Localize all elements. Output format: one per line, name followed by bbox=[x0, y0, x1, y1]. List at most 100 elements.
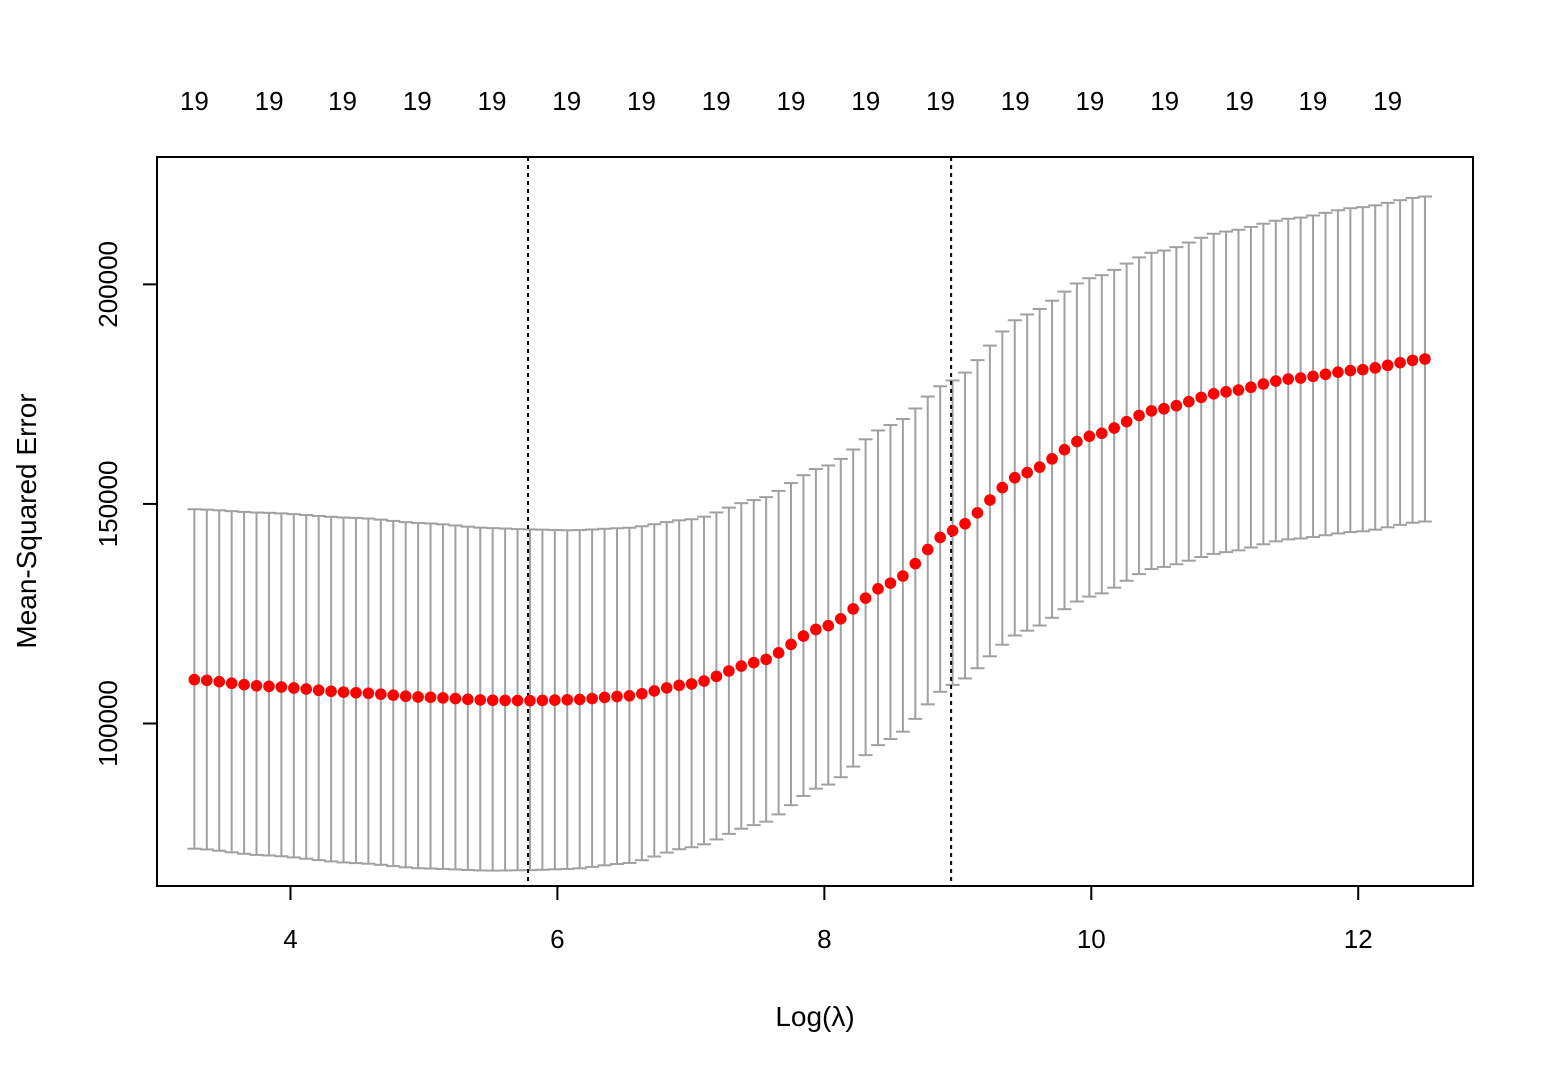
top-count-label: 19 bbox=[777, 86, 806, 116]
cv-point bbox=[1232, 384, 1245, 396]
cv-point bbox=[437, 692, 449, 704]
top-count-label: 19 bbox=[1298, 86, 1327, 116]
cv-points-group bbox=[188, 353, 1431, 707]
cv-point bbox=[685, 678, 698, 690]
cv-point bbox=[735, 660, 748, 672]
cv-point bbox=[1071, 435, 1083, 448]
cv-point bbox=[1108, 422, 1120, 434]
top-count-label: 19 bbox=[1075, 86, 1104, 116]
cv-point bbox=[872, 583, 884, 595]
cv-point bbox=[660, 682, 673, 694]
cv-point bbox=[375, 688, 387, 700]
cv-point bbox=[921, 543, 934, 556]
cv-point bbox=[1195, 391, 1208, 404]
x-axis: 4 6 8 10 12 bbox=[283, 885, 1373, 954]
top-count-label: 19 bbox=[180, 86, 209, 116]
cv-point bbox=[1332, 366, 1344, 378]
y-tick-label: 100000 bbox=[93, 680, 123, 767]
cv-point bbox=[760, 653, 772, 666]
x-tick-label: 6 bbox=[550, 924, 564, 954]
cv-point bbox=[747, 656, 760, 669]
cv-point bbox=[1344, 364, 1357, 377]
cv-point bbox=[350, 686, 362, 699]
cv-point bbox=[1120, 415, 1133, 428]
cv-point bbox=[934, 531, 946, 544]
cv-point bbox=[387, 689, 400, 702]
cv-point bbox=[847, 603, 859, 615]
cv-point bbox=[362, 687, 375, 700]
top-count-label: 19 bbox=[552, 86, 581, 116]
cv-point bbox=[549, 694, 561, 706]
y-tick-label: 200000 bbox=[93, 241, 123, 328]
cv-point bbox=[797, 630, 810, 642]
top-count-label: 19 bbox=[702, 86, 731, 116]
cv-point bbox=[822, 619, 835, 632]
cv-point bbox=[834, 613, 847, 625]
cv-point bbox=[325, 685, 337, 698]
cv-point bbox=[213, 675, 226, 688]
top-count-label: 19 bbox=[1373, 86, 1402, 116]
y-tick-label: 150000 bbox=[93, 461, 123, 548]
cv-point bbox=[1406, 354, 1419, 367]
cv-point bbox=[1307, 370, 1319, 383]
top-count-label: 19 bbox=[627, 86, 656, 116]
cv-point bbox=[1021, 466, 1033, 479]
cv-point bbox=[412, 691, 424, 703]
cv-point bbox=[1182, 395, 1195, 408]
cv-point bbox=[1294, 372, 1307, 384]
cv-point bbox=[1046, 453, 1058, 465]
cv-point bbox=[598, 691, 611, 704]
x-tick-label: 10 bbox=[1077, 924, 1106, 954]
cv-point bbox=[810, 623, 822, 636]
cv-point bbox=[1245, 381, 1257, 394]
top-count-label: 19 bbox=[851, 86, 880, 116]
cv-point bbox=[1095, 427, 1108, 440]
cv-point bbox=[1282, 373, 1295, 385]
cv-point bbox=[573, 693, 586, 706]
top-count-label: 19 bbox=[1150, 86, 1179, 116]
top-count-label: 19 bbox=[1001, 86, 1030, 116]
cv-point bbox=[474, 694, 487, 706]
cv-point bbox=[1170, 399, 1183, 412]
cv-point bbox=[611, 690, 623, 703]
cv-point bbox=[859, 592, 872, 604]
cv-point bbox=[312, 684, 325, 697]
error-bars-group bbox=[187, 195, 1432, 872]
cv-point bbox=[884, 577, 897, 589]
x-tick-label: 4 bbox=[283, 924, 297, 954]
cv-point bbox=[996, 481, 1009, 494]
y-axis-title: Mean-Squared Error bbox=[11, 393, 42, 648]
cv-point bbox=[636, 687, 648, 700]
cv-point bbox=[263, 680, 275, 693]
cv-point bbox=[1357, 363, 1369, 376]
cv-point bbox=[1083, 430, 1096, 443]
cv-point bbox=[1419, 353, 1431, 365]
cv-point bbox=[225, 677, 238, 690]
cv-point bbox=[424, 691, 437, 704]
cv-point bbox=[648, 685, 661, 697]
y-axis: 100000 150000 200000 bbox=[93, 241, 158, 767]
cv-point bbox=[946, 524, 959, 537]
x-tick-label: 12 bbox=[1344, 924, 1373, 954]
cv-point bbox=[698, 675, 710, 687]
cv-point bbox=[971, 507, 984, 519]
cv-point bbox=[250, 680, 263, 692]
cv-point bbox=[462, 693, 474, 706]
cv-point bbox=[188, 673, 201, 686]
cv-point bbox=[1220, 386, 1232, 398]
cv-point bbox=[1058, 443, 1071, 456]
cv-point bbox=[1319, 368, 1332, 381]
cv-point bbox=[1033, 461, 1046, 473]
top-count-label: 19 bbox=[328, 86, 357, 116]
cv-point bbox=[201, 674, 213, 687]
cv-point bbox=[1145, 405, 1158, 417]
reference-lines-group bbox=[527, 157, 953, 886]
cv-point bbox=[1394, 356, 1406, 369]
cv-point bbox=[561, 694, 574, 706]
cv-point bbox=[723, 665, 735, 677]
cv-point bbox=[337, 686, 350, 698]
top-count-label: 19 bbox=[926, 86, 955, 116]
cv-point bbox=[772, 647, 785, 659]
cv-point bbox=[238, 678, 250, 691]
